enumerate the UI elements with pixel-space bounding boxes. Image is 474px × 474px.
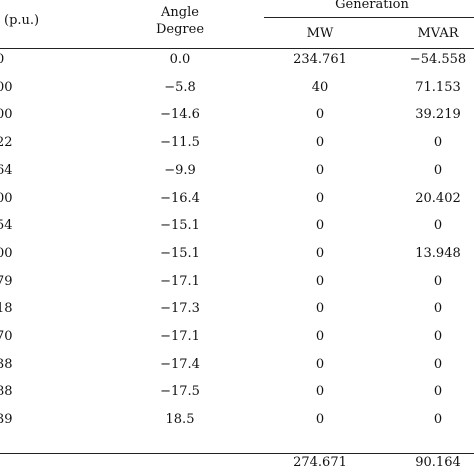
- voltage-cell: 64: [0, 163, 13, 178]
- mvar-cell: 0: [433, 274, 443, 289]
- angle-cell: −15.1: [160, 218, 200, 233]
- mvar-cell: 13.948: [415, 246, 461, 261]
- mw-cell: 0: [315, 135, 325, 150]
- generation-header: Generation: [335, 0, 409, 12]
- mw-header: MW: [306, 26, 334, 41]
- angle-cell: −17.1: [160, 329, 200, 344]
- angle-cell: −17.5: [160, 384, 200, 399]
- mvar-cell: 0: [433, 412, 443, 427]
- mvar-cell: 71.153: [415, 80, 461, 95]
- voltage-cell: 70: [0, 329, 13, 344]
- mw-cell: 0: [315, 218, 325, 233]
- angle-cell: 18.5: [165, 412, 195, 427]
- voltage-header: (p.u.): [4, 13, 40, 28]
- voltage-cell: 00: [0, 246, 13, 261]
- mvar-cell: 0: [433, 357, 443, 372]
- angle-header-line1: Angle: [161, 5, 199, 20]
- mw-cell: 0: [315, 412, 325, 427]
- angle-cell: −14.6: [160, 107, 200, 122]
- voltage-cell: 00: [0, 191, 13, 206]
- angle-cell: −17.1: [160, 274, 200, 289]
- mvar-cell: 20.402: [415, 191, 461, 206]
- mw-cell: 0: [315, 357, 325, 372]
- mw-cell: 0: [315, 274, 325, 289]
- voltage-cell: 39: [0, 412, 13, 427]
- mw-cell: 0: [315, 107, 325, 122]
- total-mw: 274.671: [293, 455, 347, 470]
- mvar-cell: 0: [433, 384, 443, 399]
- mvar-header: MVAR: [417, 26, 459, 41]
- mvar-cell: −54.558: [409, 52, 467, 67]
- voltage-cell: 00: [0, 107, 13, 122]
- header-rule: [0, 48, 474, 49]
- voltage-cell: 22: [0, 135, 13, 150]
- voltage-cell: 18: [0, 301, 13, 316]
- mw-cell: 0: [315, 163, 325, 178]
- generation-underline: [264, 17, 474, 18]
- mw-cell: 0: [315, 301, 325, 316]
- total-mvar: 90.164: [415, 455, 461, 470]
- angle-cell: −16.4: [160, 191, 200, 206]
- angle-cell: −5.8: [164, 80, 196, 95]
- angle-cell: −17.4: [160, 357, 200, 372]
- angle-header-line2: Degree: [155, 22, 205, 37]
- mvar-cell: 0: [433, 218, 443, 233]
- voltage-cell: 88: [0, 384, 13, 399]
- angle-cell: −15.1: [160, 246, 200, 261]
- mw-cell: 234.761: [293, 52, 347, 67]
- angle-cell: 0.0: [169, 52, 191, 67]
- mvar-cell: 0: [433, 163, 443, 178]
- voltage-cell: 79: [0, 274, 13, 289]
- mvar-cell: 0: [433, 301, 443, 316]
- mw-cell: 0: [315, 384, 325, 399]
- angle-cell: −17.3: [160, 301, 200, 316]
- angle-cell: −9.9: [164, 163, 196, 178]
- voltage-cell: 0: [0, 52, 5, 67]
- voltage-cell: 54: [0, 218, 13, 233]
- mvar-cell: 0: [433, 329, 443, 344]
- mvar-cell: 0: [433, 135, 443, 150]
- mw-cell: 0: [315, 191, 325, 206]
- voltage-cell: 38: [0, 357, 13, 372]
- mw-cell: 0: [315, 329, 325, 344]
- mw-cell: 40: [311, 80, 329, 95]
- angle-cell: −11.5: [160, 135, 200, 150]
- mw-cell: 0: [315, 246, 325, 261]
- bottom-rule: [0, 453, 474, 454]
- mvar-cell: 39.219: [415, 107, 461, 122]
- voltage-cell: 00: [0, 80, 13, 95]
